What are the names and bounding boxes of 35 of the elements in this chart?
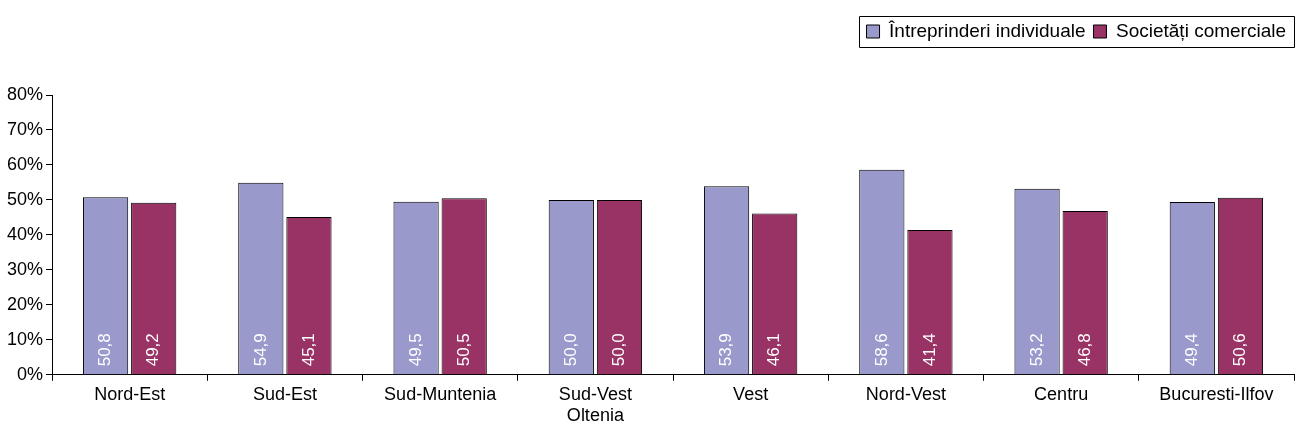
data-label: 54,9 [250,333,270,367]
data-label: 53,2 [1026,333,1046,367]
data-label: 50,0 [609,333,629,367]
data-label: 58,6 [871,333,891,367]
y-tick-label: 30% [7,258,44,279]
data-label: 49,2 [143,333,163,367]
y-tick-label: 40% [7,223,44,244]
data-label: 45,1 [298,333,318,367]
data-label: 53,9 [716,333,736,367]
y-tick-label: 60% [7,153,44,174]
x-tick-label: Vest [733,383,769,404]
x-tick-label: Centru [1034,383,1089,404]
legend-label: Întreprinderi individuale [888,19,1086,41]
data-label: 49,5 [405,333,425,367]
y-tick-label: 10% [7,328,44,349]
x-tick-label: Nord-Vest [865,383,946,404]
y-tick-label: 0% [17,363,44,384]
data-label: 49,4 [1182,333,1201,367]
y-tick-label: 70% [7,118,44,139]
legend-label: Societăți comerciale [1115,19,1287,41]
data-label: 46,8 [1074,333,1094,367]
y-tick-label: 20% [7,293,44,314]
x-tick-label: Nord-Est [94,383,166,404]
y-tick-label: 50% [7,188,44,209]
x-tick-label: Sud-Vest Oltenia [558,383,632,426]
data-label: 50,8 [95,333,115,367]
data-label: 50,0 [561,333,581,367]
data-label: 50,6 [1230,333,1250,367]
data-label: 41,4 [919,333,939,367]
y-tick-label: 80% [7,83,44,104]
x-tick-label: Sud-Muntenia [384,383,498,404]
data-label: 50,5 [453,333,473,367]
data-label: 46,1 [764,333,784,367]
x-tick-label: Sud-Est [252,383,317,404]
x-tick-label: Bucuresti-Ilfov [1159,383,1274,404]
